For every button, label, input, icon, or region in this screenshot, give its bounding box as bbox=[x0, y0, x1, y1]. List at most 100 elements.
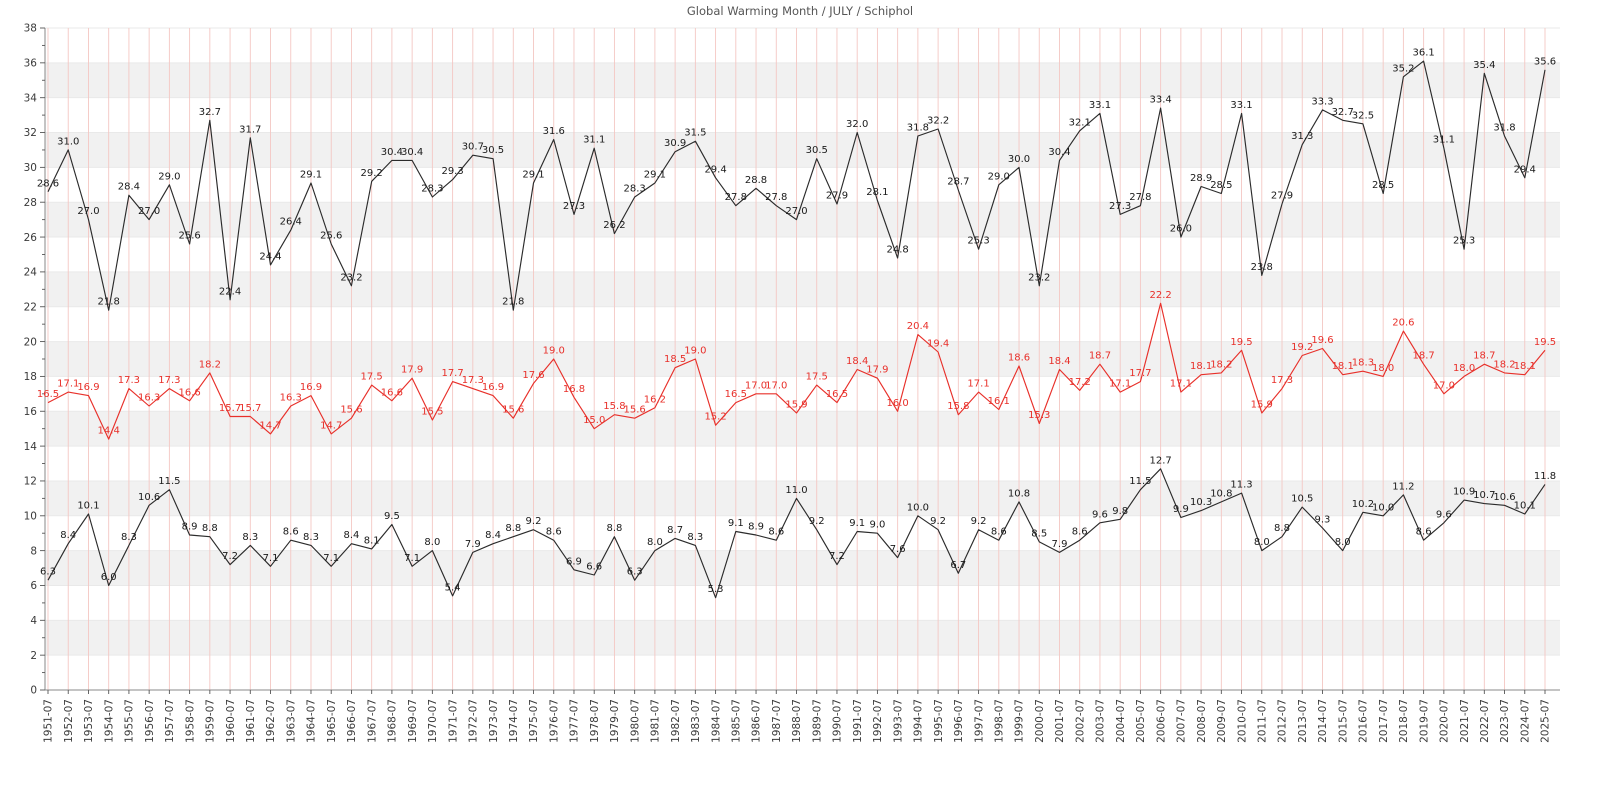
svg-text:17.3: 17.3 bbox=[462, 375, 484, 386]
svg-text:27.8: 27.8 bbox=[725, 192, 747, 203]
svg-text:32.7: 32.7 bbox=[1332, 107, 1354, 118]
svg-text:9.2: 9.2 bbox=[971, 516, 987, 527]
svg-text:1963-07: 1963-07 bbox=[285, 699, 297, 743]
svg-text:18.3: 18.3 bbox=[1352, 358, 1374, 369]
svg-text:2024-07: 2024-07 bbox=[1519, 699, 1531, 743]
svg-text:1989-07: 1989-07 bbox=[811, 699, 823, 743]
svg-text:2017-07: 2017-07 bbox=[1378, 699, 1390, 743]
svg-text:9.9: 9.9 bbox=[1173, 504, 1189, 515]
svg-text:1973-07: 1973-07 bbox=[488, 699, 500, 743]
svg-text:27.9: 27.9 bbox=[1271, 190, 1293, 201]
svg-text:36: 36 bbox=[24, 58, 38, 70]
svg-text:2004-07: 2004-07 bbox=[1115, 699, 1127, 743]
svg-text:19.6: 19.6 bbox=[1311, 335, 1333, 346]
svg-text:1956-07: 1956-07 bbox=[144, 699, 156, 743]
svg-text:28.5: 28.5 bbox=[1210, 180, 1232, 191]
svg-text:14.7: 14.7 bbox=[259, 420, 281, 431]
series-line-monthly-max bbox=[47, 60, 1546, 311]
svg-text:1970-07: 1970-07 bbox=[427, 699, 439, 743]
svg-text:11.3: 11.3 bbox=[1230, 480, 1252, 491]
svg-text:17.5: 17.5 bbox=[806, 372, 828, 383]
svg-text:1977-07: 1977-07 bbox=[569, 699, 581, 743]
svg-text:11.0: 11.0 bbox=[785, 485, 807, 496]
svg-text:18.1: 18.1 bbox=[1514, 361, 1536, 372]
svg-text:1964-07: 1964-07 bbox=[306, 699, 318, 743]
svg-text:31.8: 31.8 bbox=[1493, 123, 1515, 134]
svg-text:17.5: 17.5 bbox=[361, 372, 383, 383]
svg-text:9.3: 9.3 bbox=[1315, 514, 1331, 525]
background-bands bbox=[45, 62, 1560, 656]
series-labels-monthly-max: 28.6 31.0 27.0 21.8 28.4 27.0 29.0 25.6 32.7 22.4… bbox=[37, 48, 1556, 308]
svg-text:1968-07: 1968-07 bbox=[387, 699, 399, 743]
svg-text:16.6: 16.6 bbox=[178, 387, 200, 398]
svg-text:31.1: 31.1 bbox=[1433, 135, 1455, 146]
svg-text:17.1: 17.1 bbox=[57, 379, 79, 390]
svg-text:2007-07: 2007-07 bbox=[1176, 699, 1188, 743]
svg-text:23.2: 23.2 bbox=[1028, 272, 1050, 283]
svg-text:8.1: 8.1 bbox=[364, 535, 380, 546]
svg-text:17.3: 17.3 bbox=[158, 375, 180, 386]
svg-text:32.1: 32.1 bbox=[1069, 117, 1091, 128]
svg-text:28.3: 28.3 bbox=[624, 183, 646, 194]
svg-text:22.2: 22.2 bbox=[1150, 290, 1172, 301]
svg-text:31.8: 31.8 bbox=[907, 123, 929, 134]
svg-text:8: 8 bbox=[30, 545, 37, 557]
svg-text:35.2: 35.2 bbox=[1392, 63, 1414, 74]
svg-text:8.0: 8.0 bbox=[1254, 537, 1270, 548]
svg-text:18.7: 18.7 bbox=[1412, 351, 1434, 362]
svg-text:28.9: 28.9 bbox=[1190, 173, 1212, 184]
svg-text:16.2: 16.2 bbox=[644, 394, 666, 405]
svg-text:6.3: 6.3 bbox=[40, 567, 56, 578]
svg-text:8.3: 8.3 bbox=[687, 532, 703, 543]
svg-text:12: 12 bbox=[24, 476, 37, 488]
svg-text:30.7: 30.7 bbox=[462, 142, 484, 153]
svg-text:36.1: 36.1 bbox=[1412, 48, 1434, 59]
svg-text:1997-07: 1997-07 bbox=[973, 699, 985, 743]
svg-text:32.2: 32.2 bbox=[927, 116, 949, 127]
svg-text:15.6: 15.6 bbox=[624, 405, 646, 416]
svg-text:25.6: 25.6 bbox=[320, 231, 342, 242]
svg-text:31.0: 31.0 bbox=[57, 136, 79, 147]
svg-text:17.7: 17.7 bbox=[441, 368, 463, 379]
svg-text:7.1: 7.1 bbox=[323, 553, 339, 564]
svg-text:32.7: 32.7 bbox=[199, 107, 221, 118]
svg-text:16.1: 16.1 bbox=[988, 396, 1010, 407]
svg-text:26.0: 26.0 bbox=[1170, 224, 1192, 235]
svg-text:31.5: 31.5 bbox=[684, 128, 706, 139]
svg-text:30.0: 30.0 bbox=[1008, 154, 1030, 165]
svg-text:2015-07: 2015-07 bbox=[1337, 699, 1349, 743]
svg-text:11.8: 11.8 bbox=[1534, 471, 1556, 482]
svg-text:29.0: 29.0 bbox=[158, 171, 180, 182]
svg-text:27.3: 27.3 bbox=[563, 201, 585, 212]
svg-text:19.4: 19.4 bbox=[927, 339, 949, 350]
svg-text:20.6: 20.6 bbox=[1392, 318, 1414, 329]
svg-text:7.9: 7.9 bbox=[465, 539, 481, 550]
svg-text:18.0: 18.0 bbox=[1453, 363, 1475, 374]
svg-text:1951-07: 1951-07 bbox=[43, 699, 55, 743]
svg-text:1974-07: 1974-07 bbox=[508, 699, 520, 743]
svg-text:10.0: 10.0 bbox=[907, 502, 929, 513]
svg-text:16.9: 16.9 bbox=[77, 382, 99, 393]
svg-text:9.5: 9.5 bbox=[384, 511, 400, 522]
x-axis-ticks bbox=[47, 690, 1546, 694]
svg-text:16.3: 16.3 bbox=[138, 393, 160, 404]
svg-text:2022-07: 2022-07 bbox=[1479, 699, 1491, 743]
svg-text:2003-07: 2003-07 bbox=[1095, 699, 1107, 743]
svg-text:2020-07: 2020-07 bbox=[1439, 699, 1451, 743]
svg-text:18.5: 18.5 bbox=[664, 354, 686, 365]
svg-text:1953-07: 1953-07 bbox=[83, 699, 95, 743]
svg-text:10.8: 10.8 bbox=[1210, 488, 1232, 499]
svg-text:8.6: 8.6 bbox=[546, 527, 562, 538]
svg-text:10.9: 10.9 bbox=[1453, 487, 1475, 498]
svg-text:10.2: 10.2 bbox=[1352, 499, 1374, 510]
svg-text:1965-07: 1965-07 bbox=[326, 699, 338, 743]
svg-text:31.1: 31.1 bbox=[583, 135, 605, 146]
svg-text:15.7: 15.7 bbox=[239, 403, 261, 414]
svg-text:1952-07: 1952-07 bbox=[63, 699, 75, 743]
series-line-monthly-min bbox=[47, 468, 1546, 599]
svg-text:2025-07: 2025-07 bbox=[1540, 699, 1552, 743]
svg-text:1988-07: 1988-07 bbox=[791, 699, 803, 743]
svg-text:2005-07: 2005-07 bbox=[1135, 699, 1147, 743]
svg-text:27.3: 27.3 bbox=[1109, 201, 1131, 212]
svg-text:18.4: 18.4 bbox=[1048, 356, 1070, 367]
